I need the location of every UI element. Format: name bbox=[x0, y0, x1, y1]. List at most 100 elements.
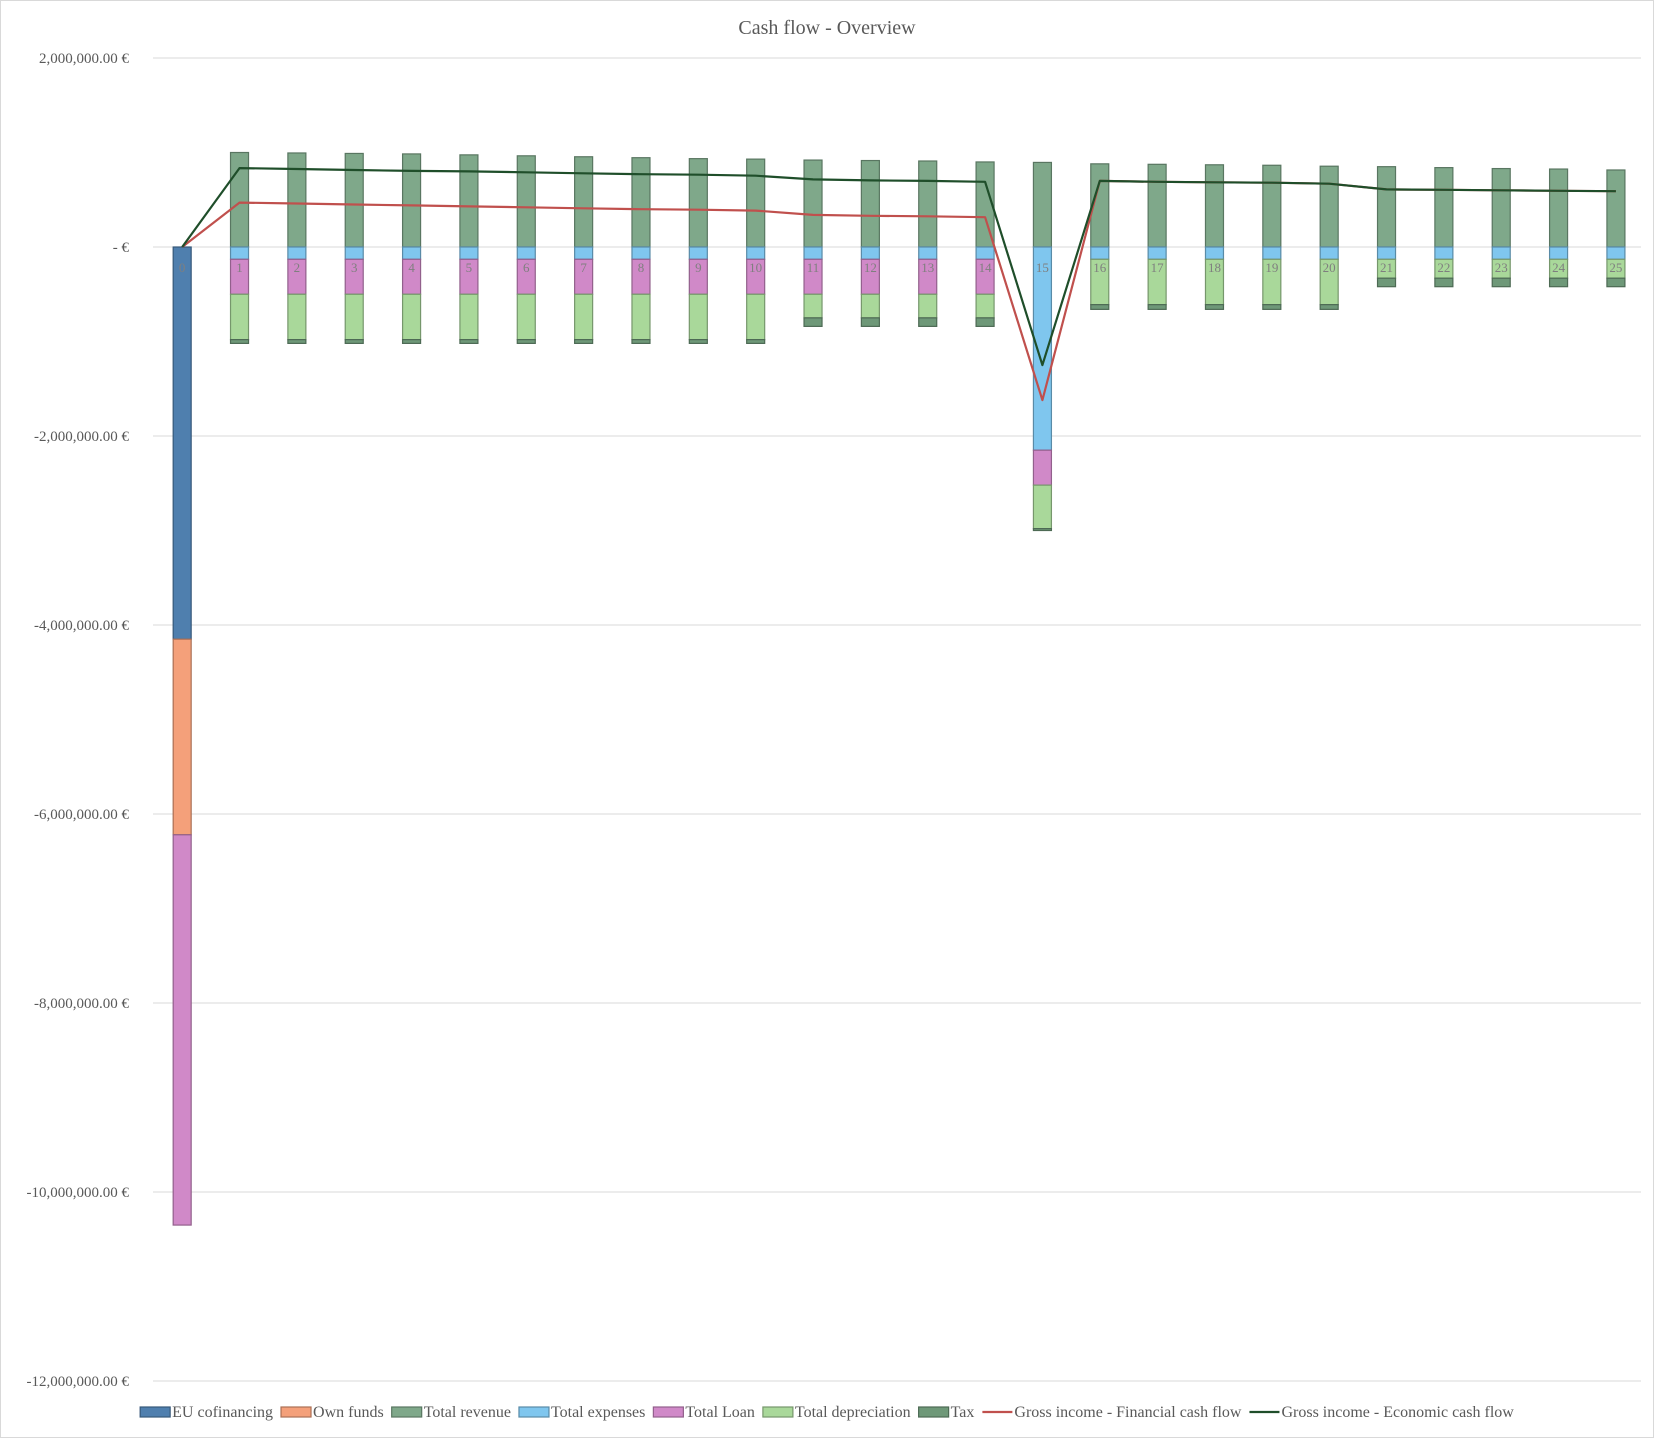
bars bbox=[172, 151, 1626, 1226]
bar-segment bbox=[344, 293, 364, 341]
legend-swatch bbox=[652, 1406, 684, 1418]
bar-segment bbox=[229, 246, 250, 260]
legend-label: Gross income - Financial cash flow bbox=[1014, 1404, 1242, 1421]
bar-segment bbox=[631, 246, 651, 260]
bar-segment bbox=[1434, 277, 1454, 288]
y-tick-label: -6,000,000.00 € bbox=[34, 807, 129, 823]
bar-segment bbox=[918, 246, 938, 260]
bar-segment bbox=[688, 158, 708, 248]
legend: EU cofinancing Own funds Total revenue Tota… bbox=[139, 1404, 1514, 1421]
category-label: 11 bbox=[807, 260, 820, 275]
bar-segment bbox=[1491, 167, 1511, 248]
bar-segment bbox=[1491, 246, 1511, 260]
bar-segment bbox=[401, 339, 422, 344]
category-label: 10 bbox=[749, 260, 762, 275]
bar-segment bbox=[1147, 246, 1167, 260]
legend-item: Total Loan bbox=[652, 1404, 755, 1421]
bar-segment bbox=[1204, 246, 1225, 260]
bar-segment bbox=[1376, 166, 1397, 248]
bar-segment bbox=[1032, 449, 1053, 486]
bar-segment bbox=[631, 293, 651, 341]
bar-segment bbox=[1606, 169, 1626, 248]
gridlines bbox=[153, 57, 1641, 1382]
legend-item: Total depreciation bbox=[762, 1404, 911, 1421]
bar-segment bbox=[172, 834, 192, 1226]
bar-segment bbox=[975, 246, 995, 260]
bar-segment bbox=[1319, 165, 1339, 248]
bar-segment bbox=[688, 339, 708, 344]
bar-segment bbox=[459, 154, 479, 248]
bar-segment bbox=[1262, 246, 1282, 260]
y-tick-label: 2,000,000.00 € bbox=[39, 51, 130, 67]
category-labels: 0 1 2 3 4 5 6 7 8 9 10 11 12 13 14 15 16 17 18 19 20 21 22 23 24… bbox=[179, 260, 1623, 275]
bar-segment bbox=[287, 246, 307, 260]
bar-segment bbox=[1434, 167, 1454, 248]
category-label: 16 bbox=[1093, 260, 1107, 275]
legend-swatch bbox=[391, 1406, 423, 1418]
bar-segment bbox=[574, 246, 594, 260]
legend-swatch bbox=[139, 1406, 171, 1418]
bar-segment bbox=[229, 293, 250, 341]
bar-segment bbox=[1032, 528, 1053, 532]
legend-item: Gross income - Economic cash flow bbox=[1249, 1404, 1514, 1421]
bar-segment bbox=[860, 159, 880, 248]
legend-item: Total revenue bbox=[391, 1404, 511, 1421]
legend-item: Total expenses bbox=[518, 1404, 645, 1421]
bar-segment bbox=[631, 339, 651, 344]
category-label: 20 bbox=[1323, 260, 1336, 275]
legend-label: Total revenue bbox=[424, 1404, 511, 1421]
bar-segment bbox=[803, 317, 823, 327]
category-label: 0 bbox=[179, 260, 186, 275]
legend-swatch bbox=[280, 1406, 312, 1418]
bar-segment bbox=[459, 339, 479, 344]
category-label: 14 bbox=[979, 260, 993, 275]
bar-segment bbox=[516, 246, 536, 260]
bar-segment bbox=[1319, 304, 1339, 310]
bar-segment bbox=[1376, 246, 1397, 260]
bar-segment bbox=[688, 246, 708, 260]
category-label: 25 bbox=[1609, 260, 1622, 275]
bar-segment bbox=[1548, 277, 1569, 288]
bar-segment bbox=[1262, 164, 1282, 248]
bar-segment bbox=[1204, 164, 1225, 248]
bar-segment bbox=[688, 293, 708, 341]
y-tick-label: -10,000,000.00 € bbox=[27, 1185, 130, 1201]
bar-segment bbox=[860, 246, 880, 260]
bar-segment bbox=[803, 246, 823, 260]
bar-segment bbox=[574, 339, 594, 344]
bar-segment bbox=[516, 293, 536, 341]
legend-label: Total expenses bbox=[551, 1404, 645, 1421]
category-label: 6 bbox=[523, 260, 530, 275]
bar-segment bbox=[746, 339, 766, 344]
bar-segment bbox=[1319, 246, 1339, 260]
bar-segment bbox=[918, 160, 938, 248]
bar-segment bbox=[1262, 304, 1282, 310]
bar-segment bbox=[229, 339, 250, 344]
bar-segment bbox=[287, 293, 307, 341]
legend-label: Gross income - Economic cash flow bbox=[1281, 1404, 1514, 1421]
bar-segment bbox=[1147, 304, 1167, 310]
bar-segment bbox=[344, 152, 364, 248]
bar-segment bbox=[1090, 304, 1110, 310]
bar-segment bbox=[1548, 246, 1569, 260]
category-label: 23 bbox=[1495, 260, 1508, 275]
category-label: 1 bbox=[236, 260, 243, 275]
bar-segment bbox=[459, 246, 479, 260]
legend-swatch bbox=[518, 1406, 550, 1418]
category-label: 13 bbox=[921, 260, 934, 275]
y-tick-label: -2,000,000.00 € bbox=[34, 429, 129, 445]
bar-segment bbox=[860, 317, 880, 327]
series-line bbox=[181, 179, 1616, 402]
bar-segment bbox=[401, 153, 422, 248]
bar-segment bbox=[1434, 246, 1454, 260]
category-label: 3 bbox=[351, 260, 358, 275]
bar-segment bbox=[574, 293, 594, 341]
legend-label: Tax bbox=[951, 1404, 975, 1421]
category-label: 12 bbox=[864, 260, 877, 275]
bar-segment bbox=[287, 339, 307, 344]
category-label: 5 bbox=[466, 260, 473, 275]
bar-segment bbox=[1032, 484, 1053, 530]
bar-segment bbox=[344, 246, 364, 260]
y-tick-label: - € bbox=[113, 240, 130, 256]
